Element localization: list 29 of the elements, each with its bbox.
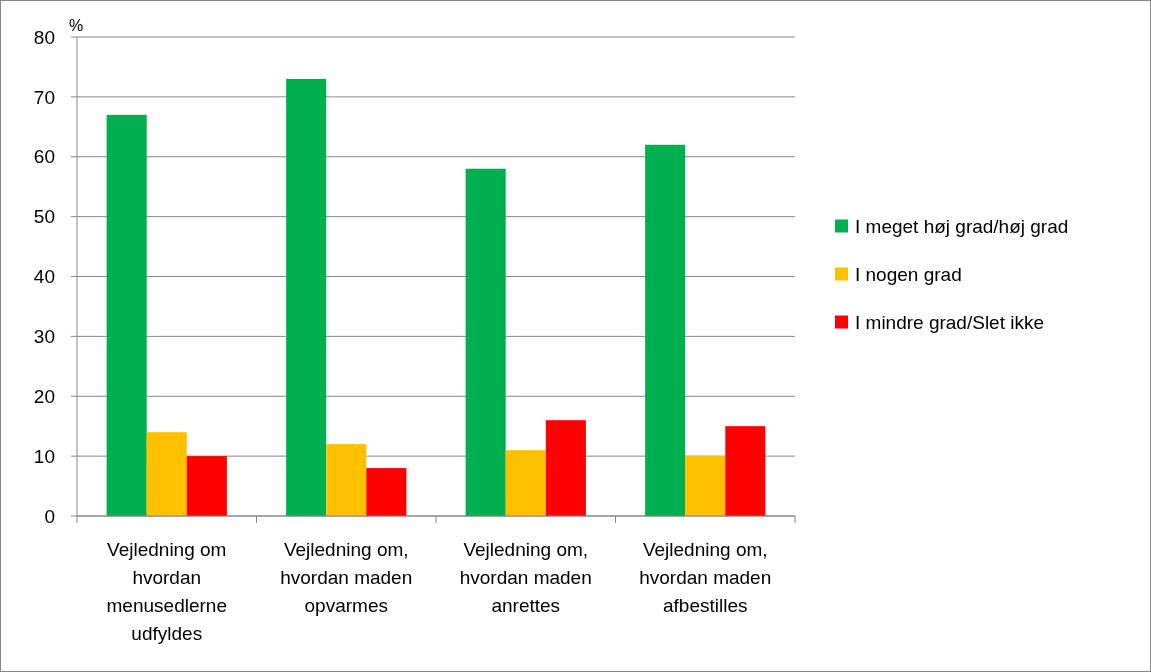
bar (146, 432, 187, 516)
x-tick-label: Vejledning om, hvordan maden afbestilles (639, 539, 772, 616)
bar (545, 420, 586, 516)
x-tick-label: Vejledning om, hvordan maden anrettes (459, 539, 592, 616)
bar (505, 450, 546, 516)
bar (186, 456, 227, 516)
bar (465, 168, 506, 516)
bar (326, 444, 367, 516)
y-tick-label: 80 (33, 26, 55, 48)
y-axis-title: % (69, 17, 84, 34)
y-tick-label: 30 (33, 326, 55, 348)
y-tick-label: 0 (44, 505, 55, 527)
y-tick-label: 40 (33, 266, 55, 288)
bar (106, 114, 147, 516)
legend-label: I mindre grad/Slet ikke (855, 312, 1045, 334)
x-tick-label: Vejledning om, hvordan maden opvarmes (280, 539, 413, 616)
x-tick-label: Vejledning om hvordan menusedlerne udfyldes (106, 539, 227, 644)
y-tick-label: 50 (33, 206, 55, 228)
legend-label: I meget høj grad/høj grad (855, 216, 1069, 238)
bar (366, 468, 407, 516)
y-tick-label: 70 (33, 86, 55, 108)
y-tick-label: 10 (33, 445, 55, 467)
bar (645, 144, 686, 516)
y-tick-label: 20 (33, 385, 55, 407)
bar (286, 78, 327, 516)
bar (725, 426, 766, 516)
legend-label: I nogen grad (855, 264, 962, 286)
y-tick-label: 60 (33, 146, 55, 168)
bar (685, 456, 726, 516)
